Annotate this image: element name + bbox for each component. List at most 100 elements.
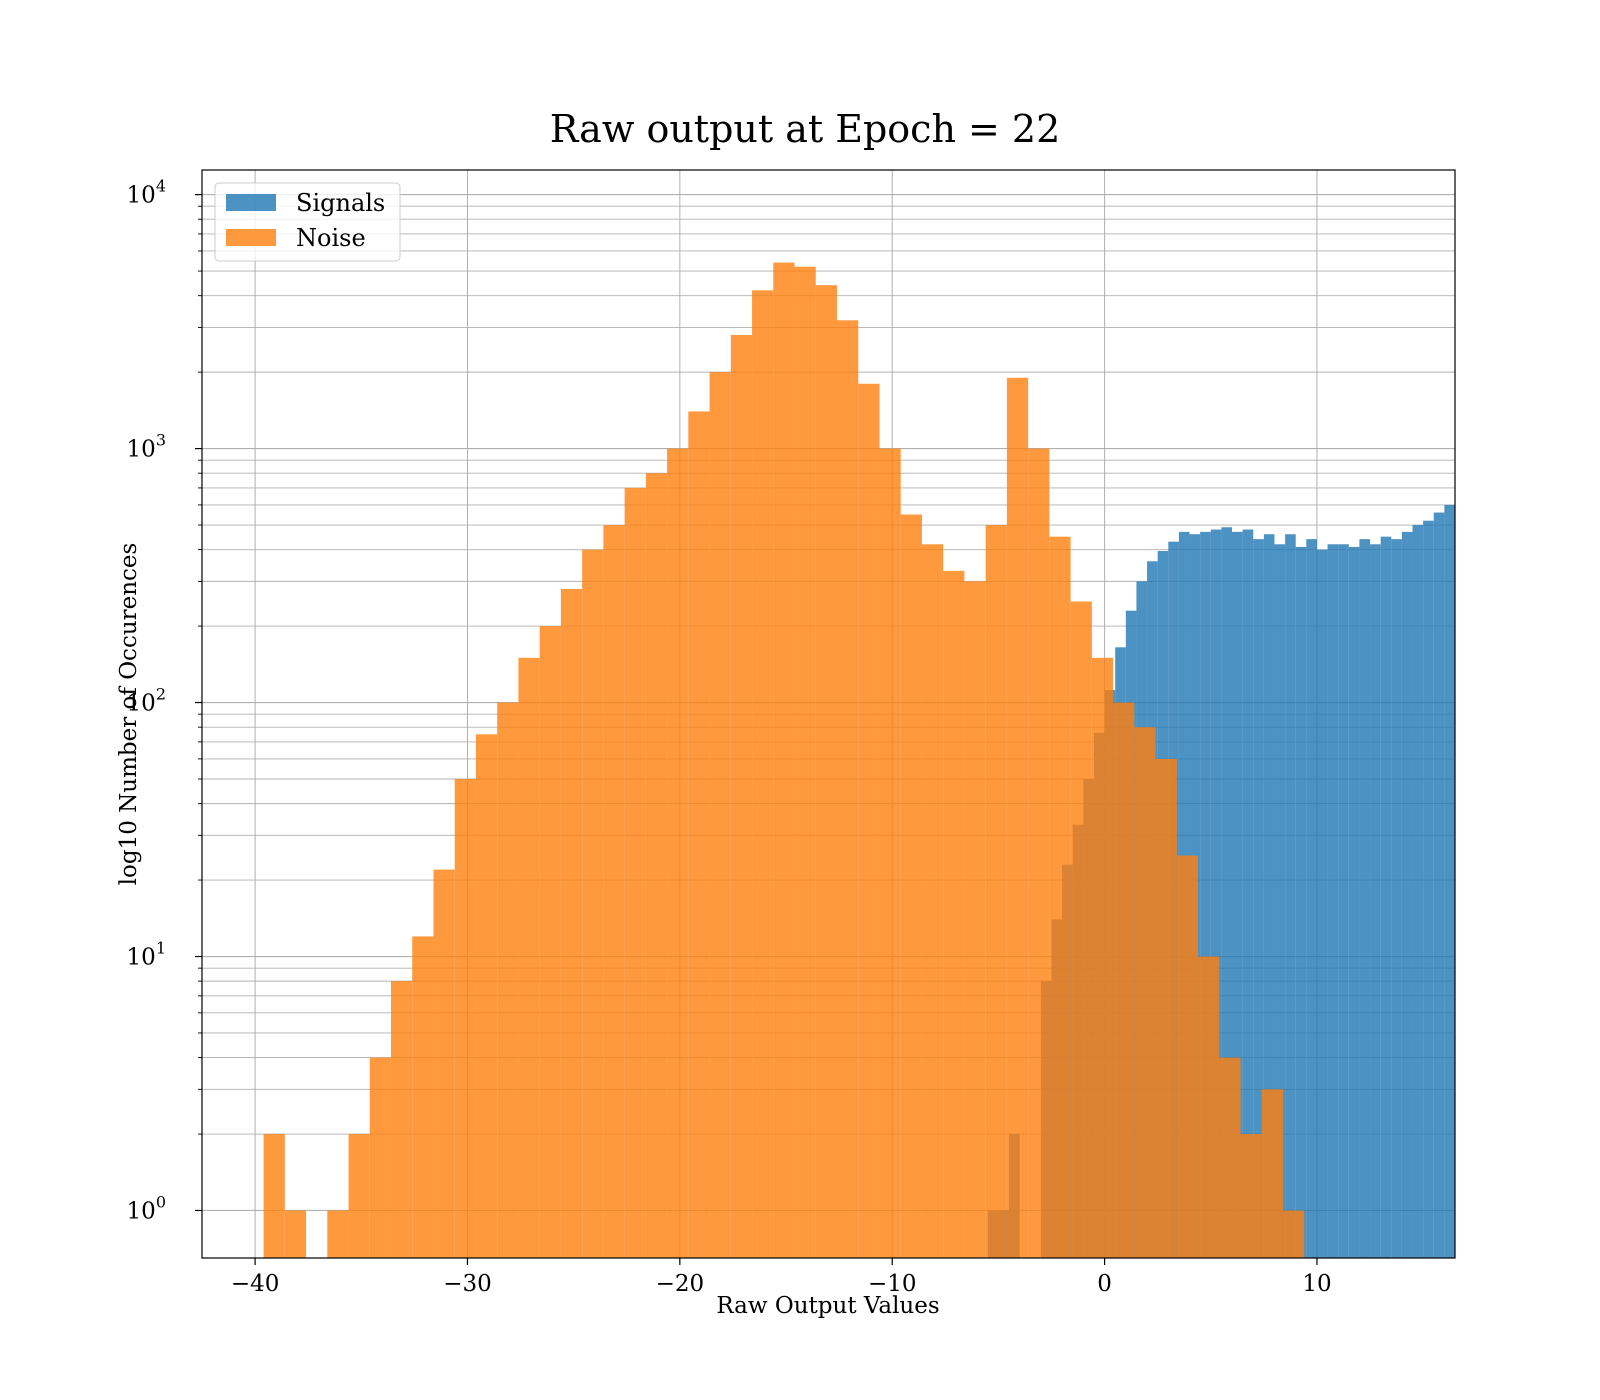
bar-noise <box>985 525 1007 1258</box>
bar-noise <box>539 626 561 1258</box>
bar-noise <box>752 290 774 1258</box>
bar-signals <box>1274 544 1286 1258</box>
bar-signals <box>1540 234 1551 1263</box>
bar-signals <box>1253 539 1264 1258</box>
bar-noise <box>1198 956 1220 1258</box>
bar-signals <box>1263 534 1275 1258</box>
bar-signals <box>1338 544 1349 1258</box>
bar-signals <box>1401 531 1413 1258</box>
histogram-bars <box>263 222 1593 1263</box>
legend-swatch-signals <box>226 194 276 211</box>
bar-signals <box>1391 539 1402 1258</box>
bar-signals <box>1433 512 1445 1258</box>
y-tick-label: 104 <box>127 177 166 209</box>
axis-ticks: −40 −30 −20 −10 0 10 100 101 102 103 104 <box>127 177 1332 1297</box>
bar-signals <box>1582 327 1593 1263</box>
bar-signals <box>1572 276 1583 1263</box>
x-tick-label: −40 <box>231 1271 280 1297</box>
bar-noise <box>412 936 434 1258</box>
bar-signals <box>1359 539 1371 1258</box>
bar-noise <box>1070 601 1092 1258</box>
bar-noise <box>858 383 880 1258</box>
bar-signals <box>1561 242 1572 1263</box>
bar-signals <box>1444 504 1455 1258</box>
bar-signals <box>1380 536 1392 1258</box>
bar-noise <box>497 702 519 1258</box>
bar-noise <box>433 869 455 1258</box>
bar-noise <box>582 549 604 1258</box>
bar-signals <box>1412 525 1424 1258</box>
bar-signals <box>1327 544 1339 1258</box>
y-tick-label: 102 <box>127 685 166 717</box>
legend-label-signals: Signals <box>296 189 385 217</box>
legend-label-noise: Noise <box>296 224 366 252</box>
bar-noise <box>327 1210 349 1258</box>
bar-signals <box>1455 494 1466 1263</box>
bar-noise <box>1134 727 1156 1258</box>
bar-noise <box>1028 448 1050 1258</box>
chart-title: Raw output at Epoch = 22 <box>550 107 1061 151</box>
bar-noise <box>879 448 901 1258</box>
bar-signals <box>1497 420 1508 1263</box>
bar-noise <box>900 514 922 1258</box>
bar-noise <box>391 981 413 1258</box>
bar-signals <box>1348 546 1360 1258</box>
bar-signals <box>1476 470 1487 1263</box>
bar-signals <box>1285 534 1296 1258</box>
bar-signals <box>1242 529 1254 1258</box>
legend: Signals Noise <box>214 182 401 262</box>
bar-signals <box>1508 378 1519 1263</box>
bar-noise <box>1240 1134 1262 1258</box>
bar-signals <box>1487 449 1498 1263</box>
y-tick-label: 101 <box>127 939 166 971</box>
bar-noise <box>1155 758 1177 1258</box>
bar-signals <box>1316 549 1328 1258</box>
bar-noise <box>1176 855 1199 1258</box>
bar-noise <box>645 473 668 1258</box>
bar-noise <box>603 525 625 1258</box>
bar-noise <box>1049 536 1071 1258</box>
series-noise <box>263 262 1305 1258</box>
bar-noise <box>1219 1057 1241 1258</box>
bar-signals <box>1232 531 1243 1258</box>
bar-noise <box>518 657 540 1258</box>
x-tick-label: 0 <box>1097 1271 1112 1297</box>
bar-noise <box>454 779 476 1258</box>
bar-noise <box>1006 377 1029 1258</box>
bar-noise <box>624 487 646 1258</box>
x-tick-label: −30 <box>443 1271 492 1297</box>
bar-noise <box>348 1134 370 1258</box>
bar-noise <box>836 320 859 1258</box>
bar-noise <box>709 372 731 1258</box>
bar-noise <box>560 588 583 1258</box>
bar-noise <box>475 734 498 1258</box>
bar-noise <box>794 266 816 1258</box>
bar-noise <box>921 544 944 1258</box>
bar-signals <box>1306 539 1317 1258</box>
bar-noise <box>730 335 753 1258</box>
bar-noise <box>943 570 965 1258</box>
bar-noise <box>1091 657 1114 1258</box>
bar-signals <box>1370 544 1381 1258</box>
bar-signals <box>1221 527 1233 1258</box>
bar-signals <box>1466 485 1477 1263</box>
y-tick-label: 100 <box>127 1192 166 1224</box>
y-tick-label: 103 <box>127 431 166 463</box>
bar-signals <box>1423 520 1434 1258</box>
bar-noise <box>688 411 710 1258</box>
bar-noise <box>773 262 795 1258</box>
x-tick-label: −20 <box>656 1271 705 1297</box>
y-axis-label: log10 Number of Occurences <box>116 543 142 886</box>
x-axis-label: Raw Output Values <box>716 1293 939 1319</box>
bar-noise <box>369 1057 392 1258</box>
bar-noise <box>1261 1089 1283 1258</box>
bar-signals <box>1551 222 1562 1263</box>
bar-noise <box>1282 1210 1305 1258</box>
bar-noise <box>964 581 986 1258</box>
x-tick-label: −10 <box>868 1271 917 1297</box>
legend-swatch-noise <box>226 229 276 246</box>
bar-noise <box>667 448 689 1258</box>
bar-signals <box>1295 546 1307 1258</box>
bar-noise <box>815 285 837 1258</box>
